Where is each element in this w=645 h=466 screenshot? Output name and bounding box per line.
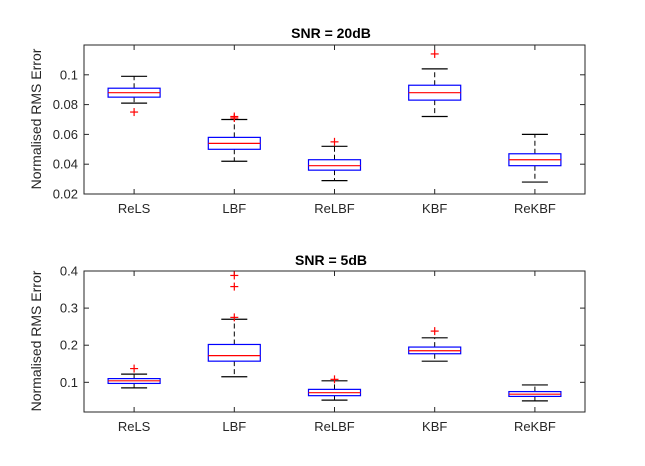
- y-axis-label: Normalised RMS Error: [28, 48, 44, 189]
- x-tick-label: ReLBF: [314, 419, 355, 434]
- outlier-marker: [230, 112, 239, 121]
- box-ReLBF: [307, 137, 362, 182]
- x-tick-label: LBF: [222, 419, 246, 434]
- outlier-marker: [330, 137, 339, 146]
- iqr-box: [207, 343, 261, 362]
- box-LBF: [207, 112, 261, 162]
- box-ReKBF: [508, 133, 562, 183]
- outlier-marker: [230, 282, 239, 291]
- x-tick-label: ReLS: [118, 201, 151, 216]
- plot-area: [83, 44, 586, 195]
- x-tick-label: ReLS: [118, 419, 151, 434]
- box-LBF: [207, 271, 261, 378]
- x-tick-label: KBF: [422, 419, 447, 434]
- x-tick-label: KBF: [422, 201, 447, 216]
- outlier-marker: [230, 271, 239, 280]
- y-tick-label: 0.2: [60, 338, 78, 353]
- box-KBF: [408, 49, 462, 118]
- x-tick-label: ReKBF: [514, 201, 556, 216]
- x-tick-label: ReLBF: [314, 201, 355, 216]
- plot-area: [83, 270, 586, 413]
- y-tick-label: 0.1: [60, 67, 78, 82]
- box-ReLS: [107, 364, 161, 389]
- outlier-marker: [430, 327, 439, 336]
- outlier-marker: [230, 313, 239, 322]
- outlier-marker: [430, 49, 439, 58]
- box-KBF: [408, 327, 462, 362]
- outlier-marker: [330, 375, 339, 384]
- y-tick-label: 0.06: [53, 127, 78, 142]
- x-tick-label: LBF: [222, 201, 246, 216]
- y-tick-label: 0.1: [60, 375, 78, 390]
- outlier-marker: [130, 108, 139, 117]
- box-ReKBF: [508, 384, 562, 402]
- subplot-snr-20db: SNR = 20dB Normalised RMS Error 0.02 0.04…: [28, 25, 586, 216]
- y-tick-label: 0.02: [53, 187, 78, 202]
- outlier-marker: [130, 364, 139, 373]
- box-ReLS: [107, 75, 161, 117]
- box-ReLBF: [307, 375, 362, 401]
- subplot-title: SNR = 5dB: [295, 252, 367, 268]
- y-tick-label: 0.08: [53, 97, 78, 112]
- y-axis-label: Normalised RMS Error: [28, 270, 44, 411]
- y-tick-label: 0.4: [60, 264, 78, 279]
- subplot-snr-5db: SNR = 5dB Normalised RMS Error 0.1 0.2 0.3…: [28, 252, 586, 434]
- x-tick-label: ReKBF: [514, 419, 556, 434]
- subplot-title: SNR = 20dB: [291, 25, 371, 41]
- y-tick-label: 0.04: [53, 157, 78, 172]
- iqr-box: [307, 159, 362, 171]
- y-tick-label: 0.3: [60, 301, 78, 316]
